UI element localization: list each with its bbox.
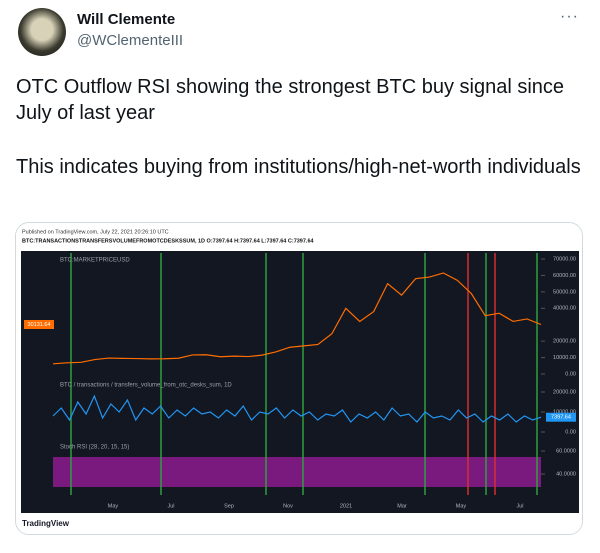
series-label: BTC:MARKETPRICEUSD — [60, 258, 130, 264]
last-value-label: 7397.64 — [551, 415, 571, 421]
y-tick-label: 50000.00 — [553, 289, 576, 295]
y-tick-label: 40.0000 — [556, 471, 576, 477]
series-label: Stoch RSI (28, 20, 15, 15) — [60, 445, 129, 451]
x-tick-label: Sep — [224, 503, 234, 509]
published-note: Published on TradingView.com, July 22, 2… — [22, 229, 169, 235]
paragraph: This indicates buying from institutions/… — [16, 156, 581, 178]
y-tick-label: 10000.00 — [553, 409, 576, 415]
last-value-box — [24, 319, 54, 329]
y-tick-label: 60000.00 — [553, 273, 576, 279]
avatar[interactable] — [18, 8, 66, 56]
more-menu[interactable]: ··· — [560, 8, 579, 25]
last-value-box — [546, 412, 576, 422]
y-tick-label: 40000.00 — [553, 306, 576, 312]
x-tick-label: Nov — [283, 503, 293, 509]
y-tick-label: 60.0000 — [556, 448, 576, 454]
media-card[interactable]: Published on TradingView.com, July 22, 2… — [15, 222, 583, 535]
x-tick-label: 2021 — [340, 503, 352, 509]
y-tick-label: 70000.00 — [553, 256, 576, 262]
signal-lines — [70, 253, 538, 495]
x-tick-label: Jul — [516, 503, 523, 509]
y-tick-label: 20000.00 — [553, 339, 576, 345]
y-tick-label: 10000.00 — [553, 355, 576, 361]
x-tick-label: May — [108, 503, 119, 509]
logo: TradingView — [22, 519, 70, 528]
y-tick-label: 0.00 — [565, 371, 576, 377]
x-tick-label: Mar — [397, 503, 407, 509]
y-tick-label: 20000.00 — [553, 389, 576, 395]
tweet-text: OTC Outflow RSI showing the strongest BT… — [16, 74, 586, 208]
author-name[interactable]: Will Clemente — [77, 11, 176, 28]
x-tick-label: May — [456, 503, 467, 509]
paragraph: OTC Outflow RSI showing the strongest BT… — [16, 76, 565, 124]
chart-image: Published on TradingView.com, July 22, 2… — [16, 223, 582, 534]
last-value-label: 30131.64 — [28, 322, 51, 328]
x-tick-label: Jul — [167, 503, 174, 509]
symbol-info: BTC:TRANSACTIONSTRANSFERSVOLUMEFROMOTCDE… — [22, 238, 315, 244]
y-tick-label: 0.00 — [565, 429, 576, 435]
signal-lines-red — [467, 253, 496, 495]
rsi-band — [53, 457, 541, 487]
series-label: BTC / transactions / transfers_volume_fr… — [60, 383, 232, 389]
author-handle[interactable]: @WClementeIII — [77, 32, 184, 49]
price-line — [52, 272, 542, 365]
volume-line — [52, 394, 542, 423]
